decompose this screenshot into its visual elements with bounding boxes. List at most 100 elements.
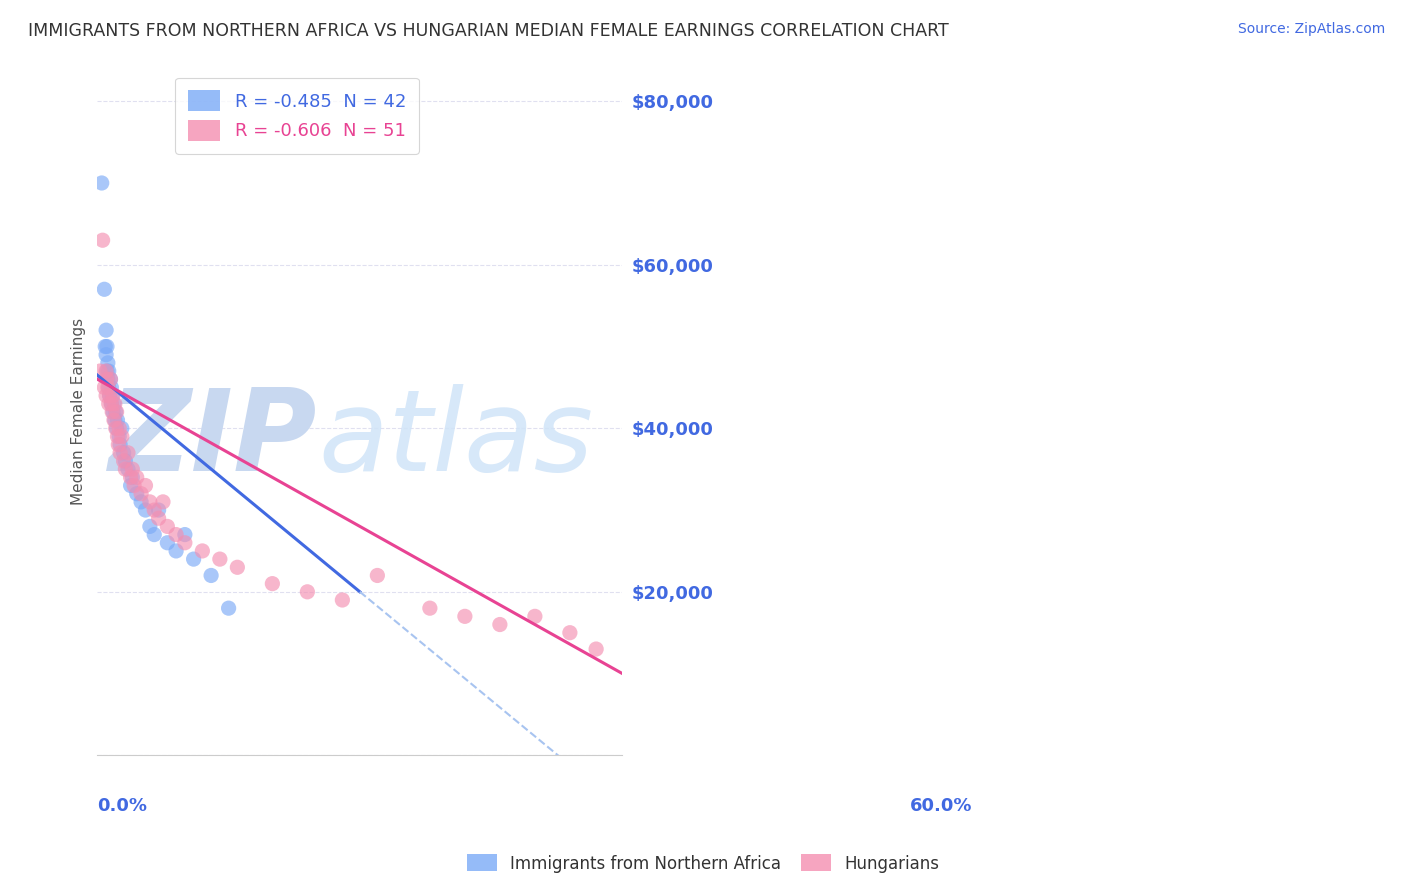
Point: [121, 462, 143, 476]
Point: [96, 339, 118, 353]
Point: [558, 625, 581, 640]
Point: [489, 617, 512, 632]
Point: [94, 323, 117, 337]
Point: [173, 527, 195, 541]
Point: [100, 397, 122, 411]
Point: [94, 364, 117, 378]
Point: [173, 535, 195, 549]
Point: [104, 397, 127, 411]
Point: [101, 405, 124, 419]
Point: [100, 372, 122, 386]
Point: [112, 454, 135, 468]
Point: [262, 576, 284, 591]
Point: [89, 364, 111, 378]
Point: [103, 413, 125, 427]
Point: [100, 397, 122, 411]
Point: [226, 560, 249, 574]
Point: [125, 486, 148, 500]
Point: [107, 429, 129, 443]
Point: [200, 568, 222, 582]
Point: [97, 372, 120, 386]
Point: [97, 364, 120, 378]
Point: [98, 388, 121, 402]
Point: [165, 527, 187, 541]
Point: [297, 584, 319, 599]
Point: [111, 429, 134, 443]
Point: [107, 437, 129, 451]
Point: [366, 568, 388, 582]
Point: [121, 470, 143, 484]
Point: [104, 405, 127, 419]
Point: [454, 609, 477, 624]
Point: [94, 388, 117, 402]
Point: [122, 478, 145, 492]
Point: [134, 503, 156, 517]
Point: [208, 552, 231, 566]
Point: [101, 388, 124, 402]
Point: [108, 421, 131, 435]
Point: [108, 429, 131, 443]
Point: [94, 339, 117, 353]
Point: [139, 519, 162, 533]
Point: [98, 388, 121, 402]
Point: [97, 380, 120, 394]
Text: atlas: atlas: [318, 384, 593, 495]
Text: 60.0%: 60.0%: [910, 797, 973, 814]
Text: 0.0%: 0.0%: [97, 797, 148, 814]
Point: [523, 609, 546, 624]
Legend: R = -0.485  N = 42, R = -0.606  N = 51: R = -0.485 N = 42, R = -0.606 N = 51: [176, 78, 419, 153]
Point: [134, 478, 156, 492]
Text: IMMIGRANTS FROM NORTHERN AFRICA VS HUNGARIAN MEDIAN FEMALE EARNINGS CORRELATION : IMMIGRANTS FROM NORTHERN AFRICA VS HUNGA…: [28, 22, 949, 40]
Point: [107, 413, 129, 427]
Point: [105, 421, 128, 435]
Point: [165, 544, 187, 558]
Y-axis label: Median Female Earnings: Median Female Earnings: [72, 318, 86, 506]
Point: [152, 495, 174, 509]
Point: [111, 421, 134, 435]
Point: [129, 495, 152, 509]
Legend: Immigrants from Northern Africa, Hungarians: Immigrants from Northern Africa, Hungari…: [460, 847, 946, 880]
Point: [117, 462, 139, 476]
Point: [112, 446, 135, 460]
Point: [419, 601, 441, 615]
Point: [117, 446, 139, 460]
Point: [332, 593, 354, 607]
Point: [114, 454, 136, 468]
Point: [143, 503, 166, 517]
Point: [108, 446, 131, 460]
Point: [97, 356, 120, 370]
Point: [108, 437, 131, 451]
Point: [100, 380, 122, 394]
Point: [191, 544, 214, 558]
Point: [91, 233, 114, 247]
Point: [101, 405, 124, 419]
Point: [101, 388, 124, 402]
Point: [585, 642, 607, 657]
Point: [96, 364, 118, 378]
Point: [139, 495, 162, 509]
Point: [120, 470, 142, 484]
Point: [97, 397, 120, 411]
Point: [96, 372, 118, 386]
Point: [94, 348, 117, 362]
Point: [93, 282, 115, 296]
Point: [97, 380, 120, 394]
Point: [120, 478, 142, 492]
Point: [105, 405, 128, 419]
Point: [90, 176, 112, 190]
Point: [148, 511, 170, 525]
Point: [143, 527, 166, 541]
Point: [148, 503, 170, 517]
Point: [100, 372, 122, 386]
Point: [114, 462, 136, 476]
Point: [93, 380, 115, 394]
Point: [125, 470, 148, 484]
Point: [103, 397, 125, 411]
Point: [104, 421, 127, 435]
Point: [218, 601, 240, 615]
Text: Source: ZipAtlas.com: Source: ZipAtlas.com: [1237, 22, 1385, 37]
Text: ZIP: ZIP: [110, 384, 318, 495]
Point: [183, 552, 205, 566]
Point: [129, 486, 152, 500]
Point: [104, 413, 127, 427]
